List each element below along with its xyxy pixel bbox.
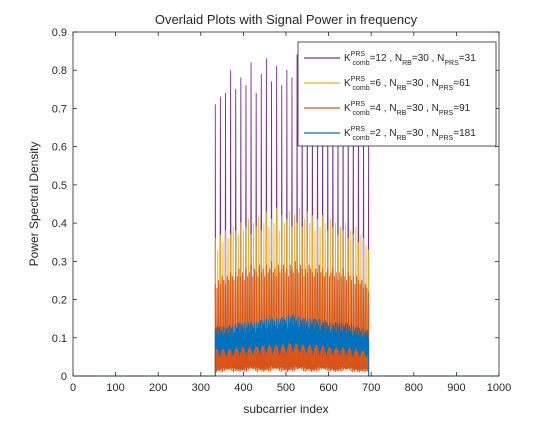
y-tick-label: 0.4 — [52, 218, 67, 230]
x-tick-label: 0 — [70, 382, 76, 394]
series-4 — [73, 260, 499, 377]
x-tick-label: 700 — [362, 382, 380, 394]
y-tick-label: 0 — [61, 371, 67, 383]
legend-label: KPRS comb=2 , NRB=30 , NPRS=181 — [344, 126, 476, 142]
y-axis-label: Power Spectral Density — [27, 142, 41, 267]
legend: KPRS comb=12 , NRB=30 , NPRS=31 KPRS comb=6… — [297, 41, 497, 147]
legend-box — [297, 41, 497, 147]
x-tick-label: 100 — [106, 382, 124, 394]
axes-layer: 0 100 200 300 400 500 600 700 800 900 1000 0 0.1 0.2 0… — [52, 27, 512, 394]
x-tick-label: 900 — [447, 382, 465, 394]
x-tick-label: 300 — [192, 382, 210, 394]
y-tick-label: 0.8 — [52, 65, 67, 77]
x-tick-label: 400 — [234, 382, 252, 394]
legend-label: KPRS comb=12 , NRB=30 , NPRS=31 — [344, 51, 476, 67]
y-tick-label: 0.7 — [52, 103, 67, 115]
x-tick-label: 200 — [149, 382, 167, 394]
series-line — [73, 314, 499, 377]
legend-label: KPRS comb=4 , NRB=30 , NPRS=91 — [344, 101, 471, 117]
y-tick-label: 0.1 — [52, 333, 67, 345]
legend-label: KPRS comb=6 , NRB=30 , NPRS=61 — [344, 76, 471, 92]
x-tick-label: 600 — [319, 382, 337, 394]
series-line — [73, 260, 499, 377]
y-tick-label: 0.3 — [52, 256, 67, 268]
x-tick-label: 1000 — [487, 382, 511, 394]
chart-title: Overlaid Plots with Signal Power in freq… — [155, 12, 418, 27]
x-tick-label: 800 — [405, 382, 423, 394]
y-tick-label: 0.9 — [52, 27, 67, 39]
series-2 — [73, 314, 499, 377]
y-tick-label: 0.6 — [52, 142, 67, 154]
y-tick-label: 0.2 — [52, 295, 67, 307]
x-axis-label: subcarrier index — [243, 402, 328, 416]
x-tick-label: 500 — [277, 382, 295, 394]
y-tick-label: 0.5 — [52, 180, 67, 192]
series-layer — [73, 54, 499, 377]
